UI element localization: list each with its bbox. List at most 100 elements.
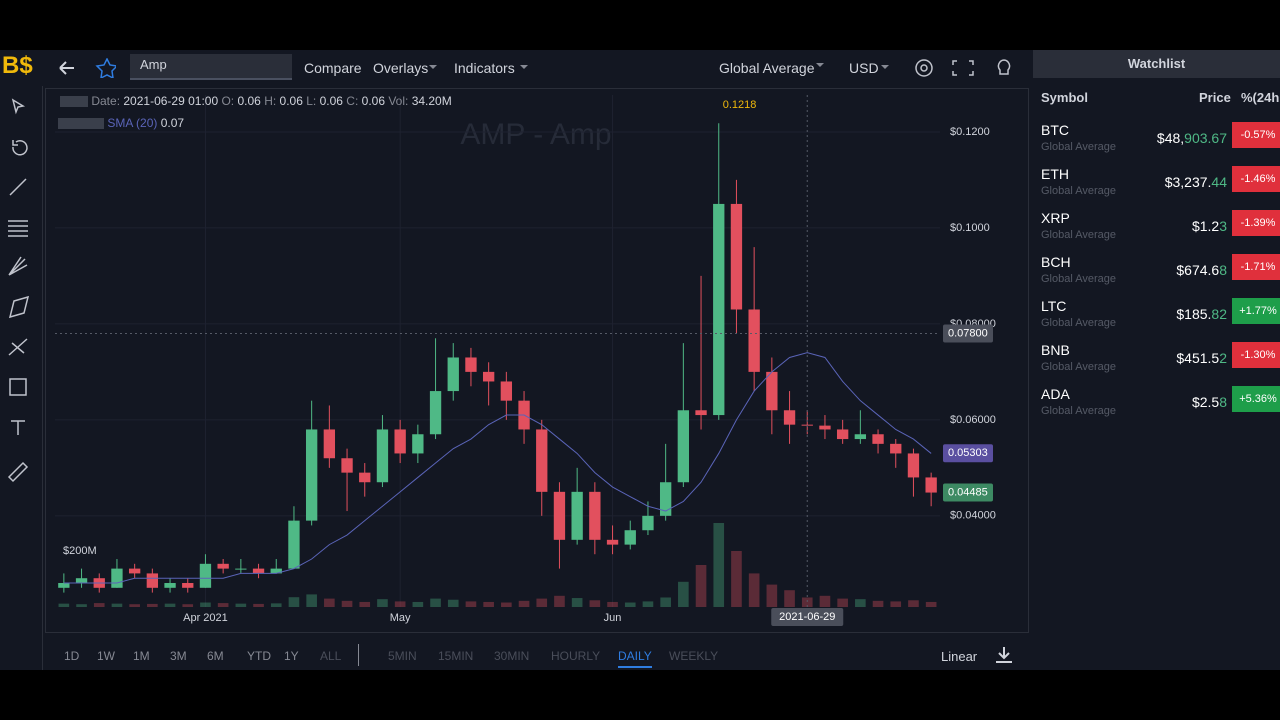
nav-icons xyxy=(59,58,116,78)
rect-tool[interactable] xyxy=(9,378,27,396)
fib-tool[interactable] xyxy=(8,220,28,237)
volume-bar xyxy=(571,598,583,607)
candle-body xyxy=(111,568,123,588)
x-tick-label: May xyxy=(390,612,411,624)
shape-tool[interactable] xyxy=(8,295,30,319)
price: $185.82 xyxy=(1176,306,1227,322)
sma-line xyxy=(63,352,932,584)
text-tool[interactable] xyxy=(11,420,25,435)
crosshair-price-bg xyxy=(943,324,993,343)
price-main: $3,237. xyxy=(1164,174,1212,190)
interval-button[interactable]: 15MIN xyxy=(438,649,474,663)
tool-icons xyxy=(7,98,30,483)
interval-button[interactable]: 30MIN xyxy=(494,649,530,663)
back-button[interactable] xyxy=(59,61,74,75)
candle-body xyxy=(376,429,389,483)
source: Global Average xyxy=(1041,317,1117,329)
price-chart[interactable]: AMP - Amp $0.1200$0.1000$0.08000$0.06000… xyxy=(0,0,1030,640)
currency-menu[interactable]: USD xyxy=(849,60,879,76)
change-badge: +1.77% xyxy=(1232,298,1280,324)
interval-button[interactable]: 5MIN xyxy=(388,649,417,663)
crosshair-date: 2021-06-29 xyxy=(779,611,835,623)
range-button[interactable]: 1Y xyxy=(284,649,299,663)
open-value: 0.06 xyxy=(237,94,261,108)
volume-bar xyxy=(589,600,601,607)
candle-body xyxy=(890,443,902,454)
y-tick-label: $0.1200 xyxy=(950,126,990,138)
symbol-search[interactable]: Amp xyxy=(130,54,292,80)
line-tool[interactable] xyxy=(9,178,27,196)
source-menu[interactable]: Global Average xyxy=(719,60,815,76)
sma-value: 0.07 xyxy=(160,116,185,130)
volume-bar xyxy=(324,598,335,607)
change-badge: -1.46% xyxy=(1232,166,1280,192)
watchlist-row[interactable]: LTC Global Average $185.82 +1.77% xyxy=(1033,292,1280,336)
undo-tool[interactable] xyxy=(12,140,28,156)
price-tail: 44 xyxy=(1211,174,1227,190)
range-button[interactable]: 3M xyxy=(170,649,187,663)
cursor-tool[interactable] xyxy=(11,98,26,115)
volume-bar xyxy=(748,573,760,607)
scale-toggle[interactable]: Linear xyxy=(941,649,978,664)
high-marker: 0.1218 xyxy=(723,99,757,111)
watchlist-row[interactable]: BCH Global Average $674.68 -1.71% xyxy=(1033,248,1280,292)
legend-controls[interactable] xyxy=(58,118,104,130)
legend-controls[interactable] xyxy=(60,96,88,108)
measure-tool[interactable] xyxy=(8,338,28,356)
tips-button[interactable] xyxy=(997,59,1011,75)
watchlist-row[interactable]: BTC Global Average $48,903.67 -0.57% xyxy=(1033,116,1280,160)
volume-bar xyxy=(164,603,176,607)
candle-body xyxy=(429,391,442,435)
volume-bar xyxy=(872,600,884,607)
compare-menu[interactable]: Compare xyxy=(304,60,362,76)
volume-bar xyxy=(129,604,140,607)
sma-price-bg xyxy=(943,444,993,463)
watchlist-row[interactable]: ETH Global Average $3,237.44 -1.46% xyxy=(1033,160,1280,204)
candle-body xyxy=(695,410,707,416)
volume-bar xyxy=(394,601,406,607)
brush-tool[interactable] xyxy=(7,461,29,483)
candle-body xyxy=(252,568,265,574)
close-value: 0.06 xyxy=(361,94,385,108)
source: Global Average xyxy=(1041,185,1117,197)
interval-button[interactable]: HOURLY xyxy=(551,649,601,663)
candle-body xyxy=(606,539,619,545)
candle-body xyxy=(677,410,690,483)
watchlist-title: Watchlist xyxy=(1033,50,1280,78)
candle-body xyxy=(783,410,796,425)
close-label: C: xyxy=(346,94,359,108)
watchlist-row[interactable]: ADA Global Average $2.58 +5.36% xyxy=(1033,380,1280,424)
interval-button[interactable]: WEEKLY xyxy=(669,649,719,663)
range-button[interactable]: YTD xyxy=(247,649,271,663)
volume-bar xyxy=(624,602,636,607)
volume-bar xyxy=(678,581,689,607)
watchlist-row[interactable]: BNB Global Average $451.52 -1.30% xyxy=(1033,336,1280,380)
range-button[interactable]: 1M xyxy=(133,649,150,663)
price-main: $674.6 xyxy=(1176,262,1220,278)
settings-button[interactable] xyxy=(915,59,933,77)
logo[interactable]: B$ xyxy=(2,52,33,79)
change-badge: -0.57% xyxy=(1232,122,1280,148)
price-tail: 2 xyxy=(1219,350,1227,366)
y-tick-label: $0.1000 xyxy=(950,222,990,234)
candle-body xyxy=(589,491,601,540)
price-tail: 903.67 xyxy=(1184,130,1227,146)
interval-button[interactable]: DAILY xyxy=(618,649,652,668)
overlays-menu[interactable]: Overlays xyxy=(373,60,429,76)
fullscreen-button[interactable] xyxy=(952,60,974,76)
volume-bar xyxy=(58,603,70,607)
indicators-menu[interactable]: Indicators xyxy=(454,60,515,76)
low-value: 0.06 xyxy=(319,94,343,108)
favorite-button[interactable] xyxy=(95,58,116,78)
range-button[interactable]: ALL xyxy=(320,649,342,663)
volume-bar xyxy=(465,601,477,607)
price-tail: 3 xyxy=(1219,218,1227,234)
download-button[interactable] xyxy=(994,645,1014,665)
range-button[interactable]: 1D xyxy=(64,649,80,663)
range-button[interactable]: 1W xyxy=(97,649,115,663)
symbol: ETH xyxy=(1041,166,1069,182)
fan-tool[interactable] xyxy=(8,256,28,276)
range-button[interactable]: 6M xyxy=(207,649,224,663)
watchlist-row[interactable]: XRP Global Average $1.23 -1.39% xyxy=(1033,204,1280,248)
